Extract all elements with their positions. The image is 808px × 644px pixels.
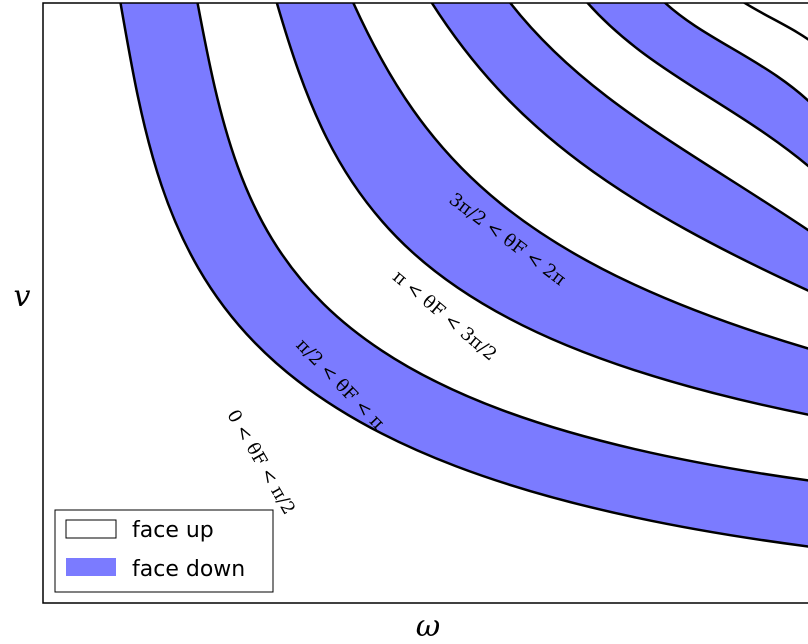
x-axis-label: ω xyxy=(416,609,440,644)
boundary-curve-6 xyxy=(586,3,808,168)
legend-swatch-face-down xyxy=(66,558,116,576)
legend-label-face-down: face down xyxy=(132,557,245,582)
boundary-curve-1 xyxy=(196,3,808,482)
boundary-curve-0 xyxy=(119,3,808,548)
boundary-curve-8 xyxy=(742,3,808,41)
region-label-0: 0 < θF < π/2 xyxy=(222,406,299,518)
legend: face up face down xyxy=(54,509,274,593)
face-down-band-2 xyxy=(431,3,808,291)
y-axis-label: v xyxy=(14,279,31,314)
bands-layer xyxy=(120,3,808,547)
face-down-band-0 xyxy=(120,3,808,547)
legend-swatch-face-up xyxy=(65,519,117,539)
legend-label-face-up: face up xyxy=(132,518,214,543)
boundary-curve-7 xyxy=(663,3,808,103)
curves-layer xyxy=(119,3,808,548)
plot-frame xyxy=(42,2,808,604)
boundary-curve-2 xyxy=(275,3,808,416)
boundary-curve-3 xyxy=(352,3,808,350)
boundary-curve-4 xyxy=(430,3,808,292)
boundary-curve-5 xyxy=(508,3,808,232)
